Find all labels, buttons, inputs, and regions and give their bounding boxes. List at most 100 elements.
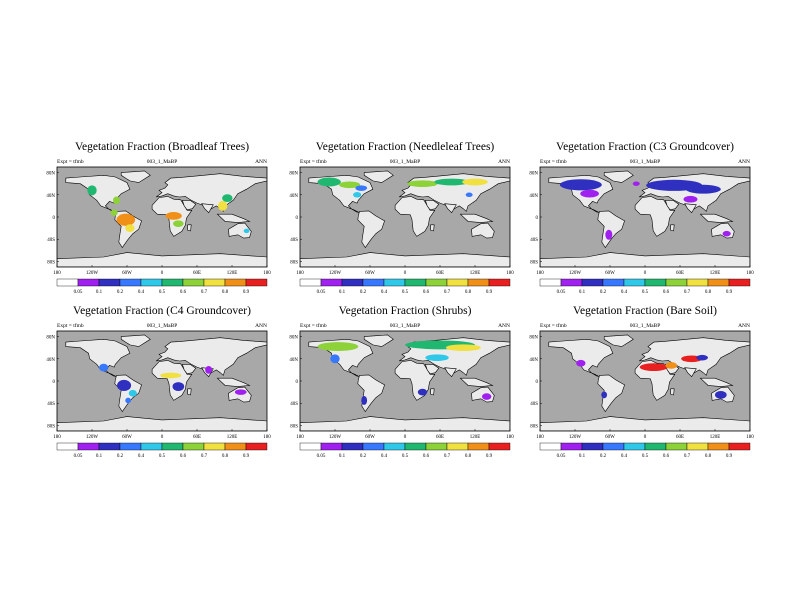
colorbar-label: 0.7 — [201, 290, 208, 295]
colorbar-segment — [581, 278, 604, 287]
continent-eurasia — [156, 173, 267, 212]
colorbar-segment — [686, 442, 709, 451]
colorbar-segment — [560, 442, 583, 451]
colorbar-segment — [98, 442, 121, 451]
colorbar-label: 0.9 — [486, 290, 493, 295]
x-tick-label: 120E — [227, 271, 238, 276]
vegetation-patch — [722, 230, 731, 237]
y-tick-label: 40S — [290, 402, 298, 407]
vegetation-patch — [317, 342, 359, 351]
colorbar-label: 0.6 — [180, 454, 187, 459]
continent-greenland — [603, 170, 634, 183]
colorbar-segment — [203, 442, 226, 451]
x-tick-label: 180 — [263, 435, 271, 440]
map-panel: Vegetation Fraction (C4 Groundcover) Expt… — [46, 305, 271, 459]
map-panel: Vegetation Fraction (C3 Groundcover) Expt… — [529, 141, 754, 295]
colorbar-segment — [644, 278, 667, 287]
colorbar-segment — [341, 442, 364, 451]
continent-north-america — [548, 338, 614, 377]
colorbar-label: 0.05 — [317, 290, 326, 295]
x-tick-label: 60W — [605, 271, 615, 276]
vegetation-patch — [407, 180, 438, 188]
colorbar-segment — [56, 442, 79, 451]
colorbar-label: 0.4 — [138, 290, 145, 295]
colorbar-label: 0.8 — [465, 290, 472, 295]
colorbar-segment — [602, 442, 625, 451]
x-tick-label: 180 — [506, 435, 514, 440]
x-tick-label: 180 — [53, 435, 61, 440]
colorbar-segment — [320, 278, 343, 287]
y-tick-label: 80S — [530, 260, 538, 265]
colorbar-segment — [539, 442, 562, 451]
y-tick-label: 80N — [529, 172, 538, 177]
colorbar-label: 0.9 — [726, 290, 733, 295]
vegetation-patch — [222, 194, 233, 202]
x-tick-label: 0 — [644, 435, 647, 440]
colorbar-label: 0.6 — [423, 290, 430, 295]
run-label: 003_1_MaBP — [390, 159, 421, 165]
continent-antarctica — [300, 252, 510, 267]
vegetation-patch — [116, 213, 136, 226]
colorbar-segment — [140, 278, 163, 287]
vegetation-patch — [110, 209, 118, 216]
colorbar-segment — [224, 278, 247, 287]
map-panel: Vegetation Fraction (Bare Soil) Expt = tf… — [529, 305, 754, 459]
colorbar-label: 0.05 — [74, 290, 83, 295]
experiment-label: Expt = tfmb — [540, 158, 567, 165]
colorbar-segment — [467, 442, 490, 451]
colorbar-segment — [707, 278, 730, 287]
continent-arabia — [424, 363, 440, 375]
colorbar-segment — [56, 278, 79, 287]
colorbar-label: 0.4 — [621, 454, 628, 459]
run-label: 003_1_MaBP — [147, 159, 178, 165]
colorbar-label: 0.9 — [726, 454, 733, 459]
x-tick-label: 180 — [296, 435, 304, 440]
vegetation-patch — [117, 379, 132, 392]
vegetation-patch — [339, 181, 361, 189]
continent-arabia — [424, 200, 440, 211]
colorbar-label: 0.7 — [444, 454, 451, 459]
x-tick-label: 120W — [329, 271, 342, 276]
colorbar-label: 0.2 — [117, 454, 124, 459]
colorbar-segment — [644, 442, 667, 451]
colorbar-segment — [77, 278, 100, 287]
vegetation-patch — [462, 178, 488, 186]
continent-greenland — [120, 334, 151, 347]
vegetation-patch — [559, 179, 602, 191]
experiment-label: Expt = tfmb — [300, 322, 327, 329]
colorbar-segment — [623, 278, 646, 287]
vegetation-patch — [218, 200, 228, 211]
season-label: ANN — [738, 159, 750, 165]
continent-madagascar — [430, 388, 435, 396]
y-tick-label: 0 — [53, 216, 56, 221]
y-tick-label: 80S — [47, 424, 55, 429]
colorbar-segment — [665, 278, 688, 287]
x-tick-label: 0 — [644, 271, 647, 276]
vegetation-patch — [576, 359, 586, 367]
vegetation-patch — [173, 220, 184, 228]
colorbar-segment — [161, 442, 184, 451]
continent-madagascar — [187, 224, 192, 232]
continent-madagascar — [670, 224, 675, 232]
continent-africa — [634, 360, 676, 401]
vegetation-patch — [580, 189, 599, 198]
x-tick-label: 180 — [746, 271, 754, 276]
vegetation-patch — [425, 354, 449, 361]
colorbar-label: 0.5 — [402, 454, 409, 459]
vegetation-patch — [632, 181, 640, 186]
y-tick-label: 40N — [289, 358, 298, 363]
y-tick-label: 0 — [536, 216, 539, 221]
x-tick-label: 180 — [536, 435, 544, 440]
x-tick-label: 60E — [676, 435, 684, 440]
vegetation-patch — [696, 354, 709, 361]
continent-greenland — [363, 334, 394, 347]
colorbar-segment — [539, 278, 562, 287]
colorbar-segment — [665, 442, 688, 451]
colorbar-label: 0.9 — [243, 454, 250, 459]
colorbar-label: 0.4 — [621, 290, 628, 295]
x-tick-label: 0 — [161, 271, 164, 276]
vegetation-patch — [434, 178, 470, 186]
colorbar-label: 0.1 — [96, 454, 103, 459]
x-tick-label: 120E — [470, 435, 481, 440]
